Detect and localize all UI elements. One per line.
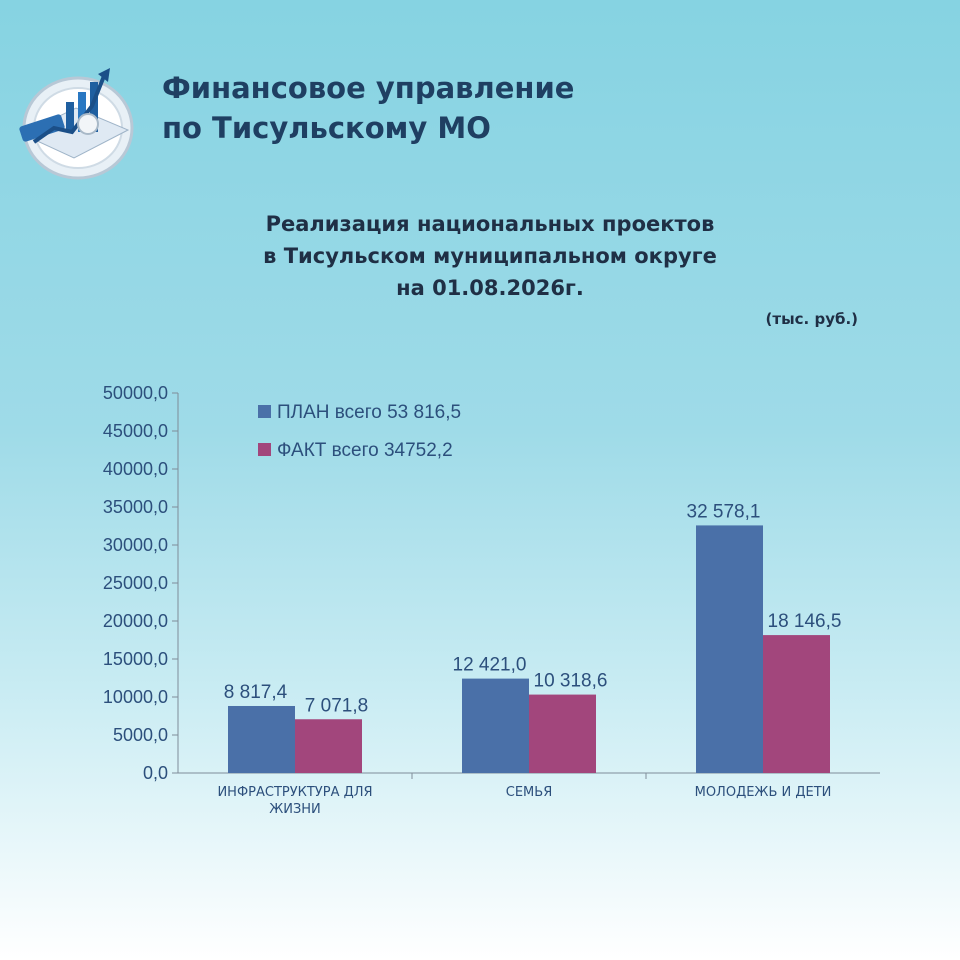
- data-label: 12 421,0: [453, 655, 527, 676]
- y-tick-label: 0,0: [143, 763, 168, 783]
- y-tick-label: 25000,0: [103, 573, 168, 593]
- y-tick-label: 10000,0: [103, 687, 168, 707]
- x-tick-label: МОЛОДЕЖЬ И ДЕТИ: [695, 785, 832, 800]
- org-title: Финансовое управление по Тисульскому МО: [162, 68, 574, 148]
- y-tick-label: 35000,0: [103, 497, 168, 517]
- data-label: 10 318,6: [534, 671, 608, 692]
- bar-chart: 0,0 5000,0 10000,0 15000,0 20000,0 25000,0 300…: [103, 383, 880, 817]
- y-tick-label: 15000,0: [103, 649, 168, 669]
- data-label: 18 146,5: [768, 611, 842, 632]
- bar: [763, 635, 830, 773]
- legend-label: ФАКТ всего 34752,2: [277, 440, 453, 461]
- chart-title-line-2: в Тисульском муниципальном округе: [263, 244, 717, 268]
- legend-label: ПЛАН всего 53 816,5: [277, 402, 461, 423]
- y-tick-label: 5000,0: [113, 725, 168, 745]
- chart-title: Реализация национальных проектов в Тисул…: [170, 208, 810, 304]
- bar: [295, 719, 362, 773]
- y-tick-label: 40000,0: [103, 459, 168, 479]
- org-title-line-1: Финансовое управление: [162, 71, 575, 105]
- data-label: 32 578,1: [687, 501, 761, 522]
- finance-logo-icon: [19, 68, 134, 180]
- bar: [228, 705, 295, 773]
- legend-swatch: [258, 405, 271, 418]
- y-tick-label: 20000,0: [103, 611, 168, 631]
- org-title-line-2: по Тисульскому МО: [162, 111, 491, 145]
- data-label: 7 071,8: [305, 695, 368, 716]
- x-tick-label: ИНФРАСТРУКТУРА ДЛЯ ЖИЗНИ: [217, 785, 372, 817]
- y-tick-label: 30000,0: [103, 535, 168, 555]
- x-tick-label: СЕМЬЯ: [506, 785, 552, 800]
- y-tick-label: 50000,0: [103, 383, 168, 403]
- data-label: 8 817,4: [224, 682, 288, 703]
- chart-title-line-3: на 01.08.2026г.: [396, 276, 584, 300]
- bar: [529, 694, 596, 773]
- bar: [696, 525, 763, 773]
- chart-title-line-1: Реализация национальных проектов: [265, 212, 715, 236]
- units-label: (тыс. руб.): [765, 310, 858, 328]
- legend-swatch: [258, 443, 271, 456]
- bar: [462, 678, 529, 773]
- y-tick-label: 45000,0: [103, 421, 168, 441]
